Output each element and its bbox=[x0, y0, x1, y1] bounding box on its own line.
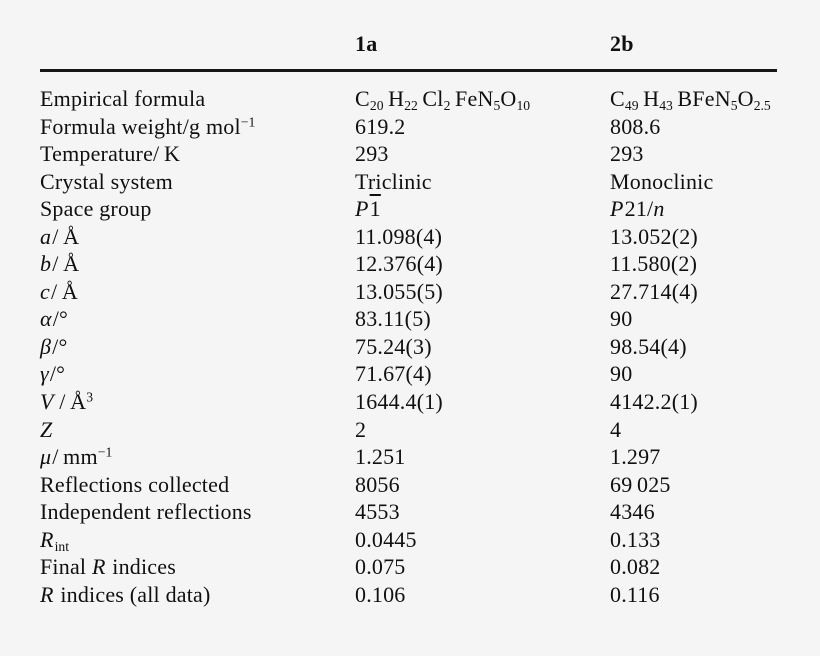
row-value-2b: 90 bbox=[610, 306, 633, 332]
table-row: Empirical formula C20 H22 Cl2 FeN5O10 C49 … bbox=[40, 85, 777, 113]
table-row: c/ Å 13.055(5) 27.714(4) bbox=[40, 278, 777, 306]
column-header-2b: 2b bbox=[610, 31, 634, 56]
row-value-1a: 13.055(5) bbox=[355, 278, 443, 304]
row-value-2b: 98.54(4) bbox=[610, 333, 687, 359]
table-row: α/° 83.11(5) 90 bbox=[40, 305, 777, 333]
table-row: μ/ mm−1 1.251 1.297 bbox=[40, 443, 777, 471]
table-row: R indices (all data) 0.106 0.116 bbox=[40, 581, 777, 609]
row-value-2b: 69 025 bbox=[610, 471, 671, 497]
table-row: Rint 0.0445 0.133 bbox=[40, 526, 777, 554]
row-value-2b: 0.133 bbox=[610, 526, 661, 552]
row-label: Z bbox=[40, 416, 53, 442]
table-row: Crystal system Triclinic Monoclinic bbox=[40, 168, 777, 196]
row-label: Empirical formula bbox=[40, 86, 206, 111]
row-label: b/ Å bbox=[40, 251, 80, 277]
row-value-1a: 2 bbox=[355, 416, 367, 442]
row-value-1a: 0.075 bbox=[355, 554, 406, 580]
row-value-2b: P21/n bbox=[610, 196, 665, 222]
row-value-1a: 71.67(4) bbox=[355, 361, 432, 387]
table-row: Independent reflections 4553 4346 bbox=[40, 498, 777, 526]
row-value-2b: 0.082 bbox=[610, 554, 661, 580]
table-row: γ/° 71.67(4) 90 bbox=[40, 360, 777, 388]
crystal-data-table: 1a 2b Empirical formula C20 H22 Cl2 FeN5O… bbox=[40, 0, 777, 608]
row-value-1a: Triclinic bbox=[355, 168, 432, 194]
row-label: V / Å3 bbox=[40, 389, 94, 415]
row-value-2b: 293 bbox=[610, 141, 644, 167]
row-value-2b: C49 H43 BFeN5O2.5 bbox=[610, 86, 771, 113]
row-value-1a: 293 bbox=[355, 141, 389, 167]
row-label: α/° bbox=[40, 306, 69, 332]
row-value-1a: 75.24(3) bbox=[355, 333, 432, 359]
row-value-1a: C20 H22 Cl2 FeN5O10 bbox=[355, 86, 531, 113]
row-value-2b: 11.580(2) bbox=[610, 251, 698, 277]
row-label: Space group bbox=[40, 196, 152, 222]
row-value-1a: 1644.4(1) bbox=[355, 389, 443, 415]
table-row: Temperature/ K 293 293 bbox=[40, 140, 777, 168]
row-label: R indices (all data) bbox=[40, 581, 211, 607]
row-label: Rint bbox=[40, 526, 70, 554]
column-header-1a: 1a bbox=[355, 31, 378, 56]
row-value-2b: 4 bbox=[610, 416, 622, 442]
row-label: a/ Å bbox=[40, 223, 80, 249]
table-row: Formula weight/g mol−1 619.2 808.6 bbox=[40, 113, 777, 141]
row-value-1a: 619.2 bbox=[355, 113, 406, 139]
table-row: Final R indices 0.075 0.082 bbox=[40, 553, 777, 581]
table-row: Z 2 4 bbox=[40, 416, 777, 444]
row-label: Temperature/ K bbox=[40, 141, 181, 167]
row-label: c/ Å bbox=[40, 278, 78, 304]
row-value-1a: 4553 bbox=[355, 499, 400, 525]
row-value-2b: 90 bbox=[610, 361, 633, 387]
header-rule bbox=[40, 69, 777, 72]
row-label: Formula weight/g mol−1 bbox=[40, 113, 256, 139]
row-value-2b: 0.116 bbox=[610, 581, 660, 607]
row-value-1a: 11.098(4) bbox=[355, 223, 443, 249]
row-value-1a: 0.106 bbox=[355, 581, 406, 607]
row-label: Reflections collected bbox=[40, 471, 230, 497]
row-value-2b: Monoclinic bbox=[610, 168, 714, 194]
row-value-1a: 0.0445 bbox=[355, 526, 417, 552]
table-row: Reflections collected 8056 69 025 bbox=[40, 471, 777, 499]
row-label: γ/° bbox=[40, 361, 66, 387]
row-label: β/° bbox=[40, 333, 68, 359]
row-value-1a: 83.11(5) bbox=[355, 306, 431, 332]
row-value-2b: 27.714(4) bbox=[610, 278, 698, 304]
table-header-row: 1a 2b bbox=[40, 32, 777, 56]
row-value-2b: 808.6 bbox=[610, 113, 661, 139]
row-value-1a: 1.251 bbox=[355, 444, 406, 470]
row-label: Crystal system bbox=[40, 168, 173, 194]
row-value-2b: 4346 bbox=[610, 499, 655, 525]
row-label: Final R indices bbox=[40, 554, 176, 580]
row-value-2b: 1.297 bbox=[610, 444, 661, 470]
row-value-1a: 8056 bbox=[355, 471, 400, 497]
table-row: Space group P1 P21/n bbox=[40, 195, 777, 223]
table-row: β/° 75.24(3) 98.54(4) bbox=[40, 333, 777, 361]
table-body: Empirical formula C20 H22 Cl2 FeN5O10 C49 … bbox=[40, 85, 777, 608]
row-value-2b: 4142.2(1) bbox=[610, 389, 698, 415]
row-value-1a: 12.376(4) bbox=[355, 251, 443, 277]
header-empty-cell bbox=[40, 32, 355, 56]
table-row: a/ Å 11.098(4) 13.052(2) bbox=[40, 223, 777, 251]
row-label: μ/ mm−1 bbox=[40, 444, 113, 470]
row-value-2b: 13.052(2) bbox=[610, 223, 698, 249]
table-row: b/ Å 12.376(4) 11.580(2) bbox=[40, 250, 777, 278]
row-value-1a: P1 bbox=[355, 196, 381, 222]
table-row: V / Å3 1644.4(1) 4142.2(1) bbox=[40, 388, 777, 416]
row-label: Independent reflections bbox=[40, 499, 252, 525]
